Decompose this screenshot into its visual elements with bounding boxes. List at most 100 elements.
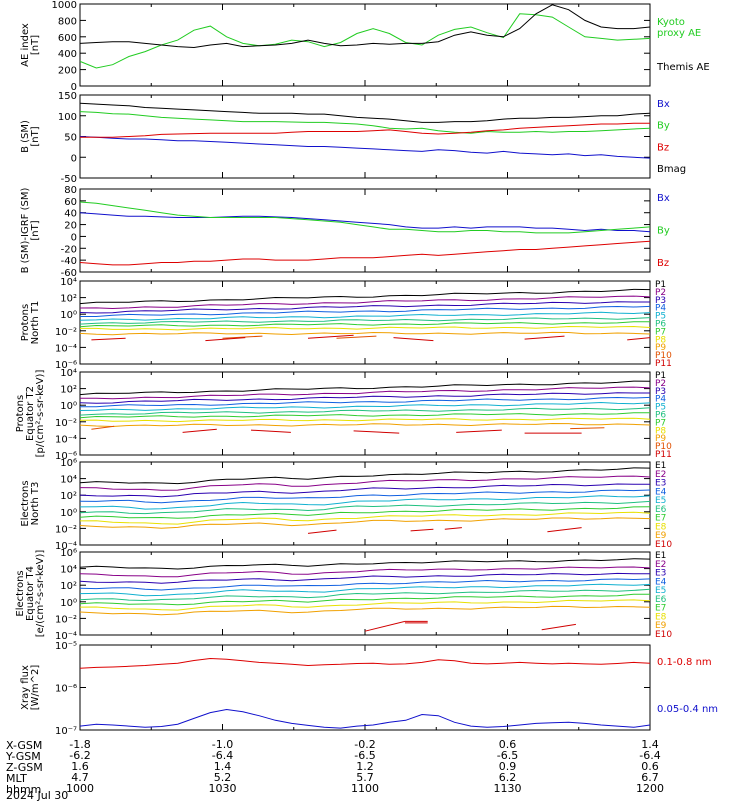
- channel-pe-P2: [80, 386, 651, 400]
- orbit-value-ygsm-2: -6.5: [354, 749, 375, 762]
- legend-pn-P8: P8: [655, 335, 666, 345]
- ytick-label-xray-0: 10⁻⁷: [55, 726, 77, 737]
- ytick-label-en-1: 10⁻²: [55, 524, 77, 535]
- sparse-ee-E10-0: [364, 620, 406, 632]
- ytick-label-ae-0: 0: [71, 82, 77, 93]
- orbit-value-zgsm-4: 0.6: [641, 760, 659, 773]
- ytick-label-db-0: -60: [61, 268, 77, 279]
- panel-frame-b: [79, 94, 651, 179]
- series-b-2: [80, 122, 650, 138]
- ylabel-db-0: B (SM)-IGRF (SM): [20, 188, 31, 274]
- channel-ee-E5: [79, 583, 651, 597]
- sparse-pn-P11-0: [91, 337, 126, 341]
- ytick-label-db-5: 40: [64, 209, 77, 220]
- ytick-label-b-4: 150: [58, 91, 77, 102]
- legend-pn-P1: P1: [655, 280, 666, 290]
- legend-pn-P7: P7: [655, 327, 666, 337]
- ytick-label-pn-5: 10⁴: [60, 277, 77, 288]
- channel-pn-P8: [80, 325, 651, 331]
- series-b-0: [79, 136, 651, 159]
- ytick-label-pe-2: 10⁻²: [55, 418, 77, 429]
- channel-pe-P9: [79, 422, 651, 428]
- legend-ae-themis: Themis AE: [656, 62, 710, 73]
- legend-pn-P6: P6: [655, 320, 666, 330]
- legend-ee-E1: E1: [655, 551, 666, 561]
- orbit-value-mlt-2: 5.7: [356, 771, 374, 784]
- legend-xray-long: 0.1-0.8 nm: [657, 657, 712, 668]
- legend-pe-P6: P6: [655, 411, 666, 421]
- orbit-value-hhmm-1: 1030: [209, 782, 237, 795]
- ytick-label-pn-3: 10⁰: [60, 310, 77, 321]
- orbit-value-ygsm-3: -6.5: [497, 749, 518, 762]
- ytick-label-ae-5: 1000: [52, 0, 77, 11]
- legend-ee-E9: E9: [655, 621, 667, 631]
- ytick-label-ae-3: 600: [58, 33, 77, 44]
- channel-pn-P9: [79, 331, 651, 336]
- ytick-label-en-2: 10⁰: [60, 508, 77, 519]
- legend-pn-P9: P9: [655, 343, 666, 353]
- ylabel-pn-1: North T1: [30, 301, 41, 345]
- ytick-label-en-3: 10²: [60, 491, 77, 502]
- ytick-label-pe-3: 10⁰: [60, 401, 77, 412]
- legend-pn-P11: P11: [655, 359, 672, 369]
- sparse-en-E10-0: [307, 529, 337, 534]
- ytick-label-en-5: 10⁶: [60, 458, 77, 469]
- orbit-value-ygsm-0: -6.2: [69, 749, 90, 762]
- channel-en-E5: [79, 495, 651, 510]
- orbit-value-hhmm-0: 1000: [66, 782, 94, 795]
- orbit-value-hhmm-2: 1100: [351, 782, 379, 795]
- legend-ee-E4: E4: [655, 577, 667, 587]
- ylabel-pe-0: Protons: [15, 395, 26, 432]
- panel-frame-pn: [79, 280, 651, 365]
- channel-pn-P7: [79, 321, 651, 328]
- ytick-label-pn-2: 10⁻²: [55, 327, 77, 338]
- sparse-en-E10-3: [547, 527, 582, 533]
- ytick-label-pe-1: 10⁻⁴: [55, 434, 77, 445]
- channel-pe-P3: [79, 392, 650, 404]
- legend-en-E5: E5: [655, 496, 666, 506]
- sparse-pn-P11-1: [205, 337, 246, 342]
- legend-en-E3: E3: [655, 479, 666, 489]
- legend-pn-P2: P2: [655, 288, 666, 298]
- ylabel-pn-0: Protons: [20, 304, 31, 341]
- channel-pe-P6: [79, 407, 651, 416]
- orbit-value-zgsm-3: 0.9: [499, 760, 517, 773]
- legend-pn-P5: P5: [655, 312, 666, 322]
- ytick-label-ae-1: 200: [58, 66, 77, 77]
- orbit-value-zgsm-2: 1.2: [356, 760, 374, 773]
- channel-en-E6: [79, 500, 651, 515]
- legend-pn-P3: P3: [655, 296, 666, 306]
- ytick-label-en-4: 10⁴: [60, 475, 77, 486]
- orbit-value-hhmm-3: 1130: [494, 782, 522, 795]
- series-xray-1: [79, 708, 651, 729]
- legend-ae-proxy: proxy AE: [657, 28, 701, 39]
- channel-ee-E7: [79, 593, 650, 606]
- legend-pe-P8: P8: [655, 426, 666, 436]
- channel-en-E4: [79, 489, 651, 504]
- legend-en-E4: E4: [655, 487, 667, 497]
- legend-en-E10: E10: [655, 540, 672, 550]
- orbit-value-hhmm-4: 1200: [636, 782, 664, 795]
- channel-en-E3: [79, 483, 650, 498]
- sparse-pn-P11-2: [307, 334, 354, 339]
- ytick-label-pn-1: 10⁻⁴: [55, 343, 77, 354]
- ytick-label-b-3: 100: [58, 112, 77, 123]
- legend-b-3: Bmag: [657, 164, 686, 175]
- channel-pn-P6: [79, 317, 651, 325]
- legend-ee-E8: E8: [655, 612, 667, 622]
- sparse-pn-P11-3: [393, 337, 434, 342]
- channel-en-E8: [79, 511, 651, 525]
- legend-en-E6: E6: [655, 505, 667, 515]
- orbit-value-zgsm-1: 1.4: [214, 760, 232, 773]
- legend-en-E7: E7: [655, 514, 666, 524]
- ylabel-en-0: Electrons: [20, 480, 31, 526]
- ytick-label-xray-1: 10⁻⁶: [55, 684, 77, 695]
- ylabel-ee-2: [e/(cm²-s-sr-keV)]: [35, 550, 46, 638]
- ytick-label-ae-4: 800: [58, 16, 77, 27]
- ylabel-b-1: [nT]: [30, 126, 41, 146]
- ylabel-pe-1: Equator T2: [25, 386, 36, 441]
- ylabel-pe-2: [p/(cm²-s-sr-keV)]: [35, 370, 46, 458]
- legend-ae-kyoto: Kyoto: [657, 17, 685, 28]
- sparse-pe-P10-1: [570, 427, 605, 430]
- legend-ee-E7: E7: [655, 604, 666, 614]
